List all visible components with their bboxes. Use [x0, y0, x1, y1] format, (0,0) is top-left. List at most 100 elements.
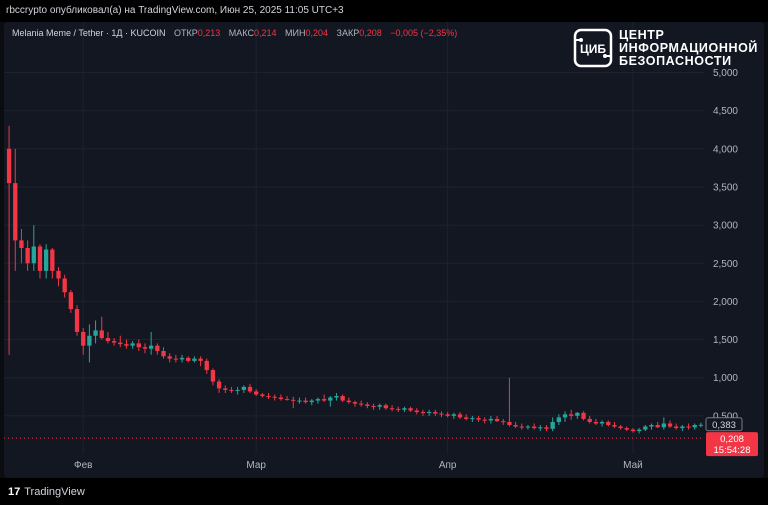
- candle-body: [414, 410, 419, 413]
- candle: [142, 343, 148, 354]
- candle-body: [223, 388, 228, 390]
- candle-body: [148, 345, 154, 349]
- candle-body: [575, 412, 580, 416]
- publisher-line: rbccrypto опубликовал(а) на TradingView.…: [6, 5, 344, 16]
- candle-body: [482, 419, 487, 421]
- candle-body: [556, 417, 562, 422]
- candle: [229, 386, 234, 393]
- last-price-label: 0,208: [720, 434, 744, 445]
- candle: [216, 379, 222, 393]
- candle: [167, 353, 172, 363]
- candle-body: [569, 414, 574, 416]
- y-tick-label: 1,500: [713, 335, 738, 346]
- candle: [247, 383, 253, 393]
- candle: [297, 397, 302, 404]
- candle-body: [383, 405, 389, 409]
- footer: 17 TradingView: [0, 478, 768, 505]
- candle: [235, 386, 240, 395]
- candle: [87, 324, 92, 363]
- candle-body: [636, 429, 642, 432]
- candle: [445, 412, 450, 418]
- candle: [136, 339, 141, 351]
- candle-body: [612, 425, 617, 427]
- candle: [173, 354, 179, 363]
- candle: [272, 394, 277, 401]
- x-tick-label: Мар: [246, 460, 266, 471]
- candle-body: [25, 248, 30, 264]
- legend-close-value: 0,208: [359, 28, 382, 38]
- candle-body: [365, 404, 370, 406]
- candle: [587, 415, 592, 424]
- candle: [692, 423, 697, 430]
- candle-body: [538, 427, 543, 429]
- candlestick-chart[interactable]: 0,500 1,000 1,500 2,000 2,500 3,000 3,500 4,000…: [4, 22, 764, 478]
- x-tick-label: Май: [623, 460, 643, 471]
- candle: [525, 425, 531, 430]
- candle-body: [136, 343, 141, 348]
- candle-body: [334, 396, 339, 398]
- chart-legend: Melania Meme / Tether · 1Д · KUCOIN ОТКР…: [12, 28, 463, 38]
- candle-body: [340, 396, 345, 401]
- candle-body: [550, 421, 555, 429]
- candle: [19, 228, 24, 264]
- candle: [538, 425, 543, 432]
- candle: [43, 244, 49, 279]
- candle-body: [655, 425, 660, 428]
- candle: [389, 405, 395, 412]
- candle: [383, 403, 389, 410]
- candle: [260, 392, 265, 398]
- candle: [649, 423, 654, 430]
- legend-high-label: МАКС: [228, 28, 254, 38]
- countdown-label: 15:54:28: [714, 445, 751, 456]
- candle: [25, 240, 30, 271]
- candle-body: [118, 342, 123, 345]
- candle-body: [643, 426, 648, 430]
- candle: [50, 248, 55, 279]
- watermark-logo: ЦИБ ЦЕНТР ИНФОРМАЦИОННОЙ БЕЗОПАСНОСТИ: [573, 28, 758, 68]
- candle: [198, 356, 203, 367]
- candle-body: [680, 426, 685, 429]
- candle-body: [186, 357, 191, 361]
- y-tick-label: 5,000: [713, 68, 738, 79]
- candle-body: [111, 341, 117, 343]
- candle-body: [43, 249, 49, 271]
- candle-body: [105, 338, 111, 342]
- candle-body: [630, 429, 636, 432]
- candles: [6, 125, 704, 434]
- candle: [124, 339, 129, 349]
- candle: [161, 347, 166, 359]
- candle: [426, 409, 432, 416]
- candle-body: [87, 335, 92, 346]
- candle-body: [408, 408, 413, 411]
- candle: [433, 409, 438, 416]
- candle-body: [507, 421, 512, 426]
- candle: [68, 289, 74, 313]
- legend-low-value: 0,204: [305, 28, 328, 38]
- legend-open-label: ОТКР: [174, 28, 198, 38]
- candle: [513, 421, 518, 429]
- candle-body: [674, 426, 679, 429]
- legend-symbol[interactable]: Melania Meme / Tether · 1Д · KUCOIN: [12, 28, 166, 38]
- candle: [303, 397, 308, 404]
- cib-logo-icon: ЦИБ: [573, 28, 613, 68]
- candle: [309, 399, 314, 406]
- candle: [204, 358, 209, 374]
- candle: [31, 225, 36, 271]
- time-axis[interactable]: Фев Мар Апр Май: [74, 460, 643, 471]
- chart-panel[interactable]: Melania Meme / Tether · 1Д · KUCOIN ОТКР…: [4, 22, 764, 478]
- candle: [396, 406, 401, 413]
- candle-body: [624, 428, 629, 430]
- candle: [328, 396, 333, 407]
- candle: [266, 392, 271, 400]
- candle-body: [235, 389, 240, 391]
- candle-body: [142, 347, 148, 349]
- candle: [562, 411, 568, 422]
- candle: [118, 335, 123, 348]
- candle-body: [81, 331, 86, 346]
- price-axis[interactable]: 0,500 1,000 1,500 2,000 2,500 3,000 3,500 4,000…: [713, 68, 738, 422]
- candle: [192, 356, 197, 363]
- publisher-bar: rbccrypto опубликовал(а) на TradingView.…: [0, 0, 768, 22]
- candle-body: [56, 270, 61, 279]
- candle-body: [130, 343, 135, 346]
- candle: [667, 420, 673, 429]
